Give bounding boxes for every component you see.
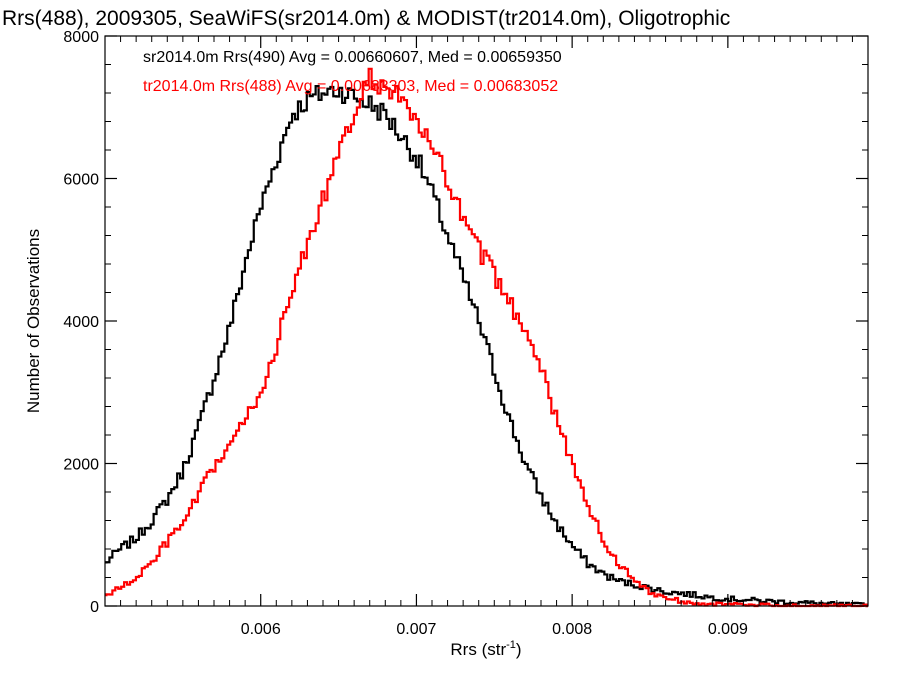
x-axis-label-superscript: -1 bbox=[506, 639, 516, 651]
chart-title: Rrs(488), 2009305, SeaWiFS(sr2014.0m) & … bbox=[2, 7, 730, 30]
x-tick-label: 0.006 bbox=[241, 621, 281, 638]
legend-entry-2: tr2014.0m Rrs(488) Avg = 0.00683303, Med… bbox=[143, 78, 558, 95]
y-tick-label: 0 bbox=[90, 599, 99, 616]
y-tick-label: 6000 bbox=[63, 172, 99, 189]
series-line-1 bbox=[105, 85, 868, 608]
y-tick-label: 2000 bbox=[63, 457, 99, 474]
x-axis-label: Rrs (str-1) bbox=[450, 639, 521, 659]
legend-entry-1: sr2014.0m Rrs(490) Avg = 0.00660607, Med… bbox=[143, 49, 562, 66]
ticks-layer: 0.006 0.007 0.008 0.009 0 2000 4000 6000 8000 bbox=[63, 29, 869, 638]
legend: sr2014.0m Rrs(490) Avg = 0.00660607, Med… bbox=[143, 49, 562, 95]
x-tick-label: 0.009 bbox=[708, 621, 748, 638]
plot-frame bbox=[104, 35, 869, 607]
y-tick-label: 4000 bbox=[63, 314, 99, 331]
series-line-2 bbox=[105, 67, 868, 608]
y-tick-label: 8000 bbox=[63, 29, 99, 46]
x-axis-label-main: Rrs (str bbox=[450, 640, 506, 659]
x-tick-label: 0.008 bbox=[552, 621, 592, 638]
y-axis-label: Number of Observations bbox=[24, 229, 43, 413]
series-layer bbox=[105, 67, 868, 608]
x-tick-label: 0.007 bbox=[396, 621, 436, 638]
x-axis-label-end: ) bbox=[516, 640, 522, 659]
